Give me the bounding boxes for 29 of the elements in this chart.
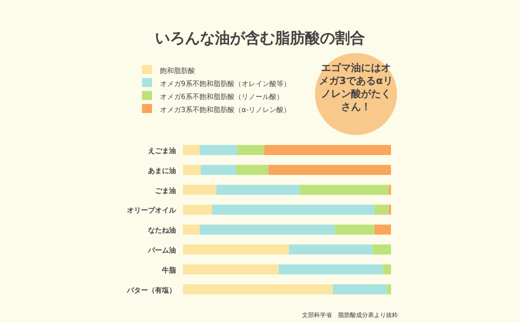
bar [278,264,383,274]
bar [236,164,268,175]
bar [200,145,238,155]
bar [386,284,391,294]
bar [183,224,200,235]
bar [374,224,391,235]
bar [216,184,300,195]
bar [200,224,335,235]
bar [183,204,212,215]
bar [183,145,200,155]
bar [332,284,387,294]
bar [382,264,391,274]
bar [183,164,201,175]
text: エゴマ油にはオメガ3であるαリノレン酸がたくさん！ [318,62,394,114]
bar [334,224,374,235]
bar [212,204,374,215]
bar [264,145,391,155]
bar [200,164,236,175]
bar [268,164,391,175]
chart-title: いろんな油が含む脂肪酸の割合 [155,29,365,47]
bar [372,244,391,254]
bar [299,184,389,195]
bar [183,284,333,294]
bar [374,204,389,215]
bar [237,145,264,155]
bar [183,244,290,254]
bar [183,264,279,274]
bar [289,244,372,254]
bar [183,184,216,195]
